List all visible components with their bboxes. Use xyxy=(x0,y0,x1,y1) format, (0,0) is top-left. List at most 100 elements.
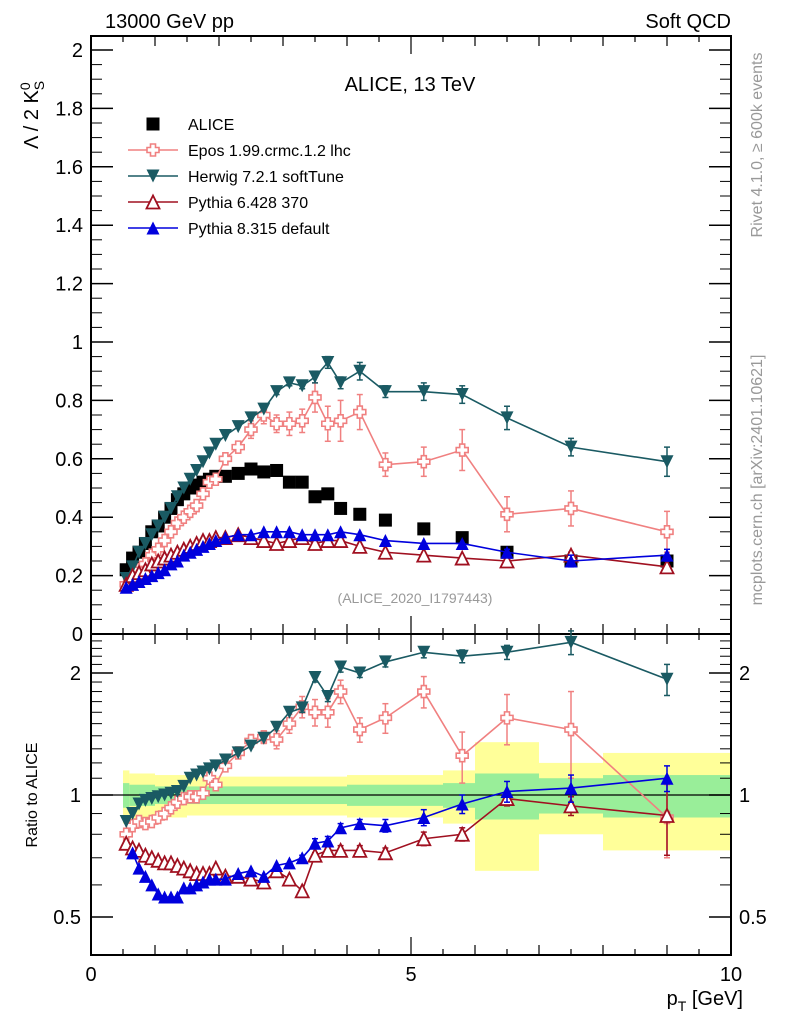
data-point xyxy=(145,528,159,542)
data-point xyxy=(158,510,172,524)
legend-item: Herwig 7.2.1 softTune xyxy=(128,169,344,186)
data-point xyxy=(334,501,348,515)
ratio-data-point xyxy=(281,870,298,887)
data-point xyxy=(282,416,297,431)
data-point xyxy=(500,545,514,559)
data-point xyxy=(151,519,165,533)
data-point xyxy=(282,475,296,489)
data-point xyxy=(334,376,348,390)
data-point xyxy=(257,525,271,539)
ratio-data-point xyxy=(145,878,159,892)
y-tick-label: 0 xyxy=(72,624,83,646)
data-point xyxy=(244,462,258,476)
data-point xyxy=(257,402,271,416)
ratio-y-axis-label: Ratio to ALICE xyxy=(24,743,41,848)
ratio-data-point xyxy=(564,781,578,795)
data-point xyxy=(282,525,296,539)
data-point xyxy=(269,416,284,431)
data-point xyxy=(132,545,146,559)
y-tick-label: 2 xyxy=(72,40,83,62)
ratio-data-point xyxy=(269,732,284,747)
data-point xyxy=(257,465,271,479)
data-point xyxy=(320,416,335,431)
ratio-data-point xyxy=(319,841,336,858)
y-tick-label: 1.8 xyxy=(55,98,83,120)
data-point xyxy=(183,472,197,486)
ratio-data-point xyxy=(351,841,368,858)
data-point xyxy=(244,422,258,437)
data-point xyxy=(270,463,284,477)
ratio-epos xyxy=(119,675,674,859)
data-point xyxy=(499,552,515,569)
ratio-data-point xyxy=(415,830,432,847)
ratio-data-point xyxy=(660,771,674,785)
data-point xyxy=(321,487,335,501)
ratio-data-point xyxy=(417,810,431,824)
data-point xyxy=(660,548,674,562)
y-tick-label: 1.6 xyxy=(55,157,83,179)
ratio-data-point xyxy=(177,779,191,793)
data-point xyxy=(308,390,322,405)
ratio-data-point xyxy=(126,846,140,860)
x-tick-label: 5 xyxy=(405,964,416,986)
ratio-data-point xyxy=(455,649,469,663)
data-point xyxy=(416,454,431,469)
data-point xyxy=(500,411,514,425)
data-point xyxy=(177,510,191,525)
ratio-data-point xyxy=(295,701,309,715)
ratio-data-point xyxy=(209,759,223,773)
data-point xyxy=(308,490,322,504)
data-point xyxy=(378,513,392,527)
ratio-data-point xyxy=(243,870,259,887)
ratio-data-point xyxy=(308,670,322,684)
legend-item: Pythia 8.315 default xyxy=(128,221,330,238)
data-point xyxy=(351,537,368,554)
main-title: ALICE, 13 TeV xyxy=(345,74,476,96)
legend-marker xyxy=(146,143,160,157)
ratio-data-point xyxy=(138,869,152,883)
data-point xyxy=(295,475,309,489)
ratio-data-point xyxy=(378,819,392,833)
x-tick-label: 10 xyxy=(720,964,742,986)
ratio-data-point xyxy=(244,864,258,878)
data-point xyxy=(268,534,285,551)
ratio-data-point xyxy=(244,739,258,753)
ratio-data-point xyxy=(282,856,296,870)
data-point xyxy=(564,440,578,454)
ratio-data-point xyxy=(417,645,431,659)
data-point xyxy=(378,457,393,472)
data-point xyxy=(158,563,172,577)
data-point xyxy=(321,355,335,369)
y-tick-label: 0.8 xyxy=(55,390,83,412)
data-point xyxy=(138,536,152,550)
data-point xyxy=(218,428,232,442)
data-point xyxy=(352,405,367,419)
ratio-data-point xyxy=(332,841,349,858)
main-panel: ALICE, 13 TeV (ALICE_2020_I1797443) 0 0.2… xyxy=(17,35,732,646)
series-pythia-8-315-default xyxy=(119,525,674,594)
ratio-data-point xyxy=(321,834,335,848)
ratio-data-point xyxy=(132,797,146,811)
ratio-data-point xyxy=(307,846,323,863)
x-axis-label: pT [GeV] xyxy=(667,988,743,1014)
ratio-data-point xyxy=(454,825,471,842)
ratio-data-point xyxy=(352,722,367,737)
ratio-data-point xyxy=(353,666,367,680)
ratio-data-point xyxy=(564,635,578,649)
data-point xyxy=(417,385,431,399)
data-point xyxy=(417,522,431,536)
data-point xyxy=(231,420,245,434)
ratio-data-point xyxy=(500,785,514,799)
legend-label: Pythia 6.428 370 xyxy=(188,195,308,212)
data-point xyxy=(183,504,197,519)
data-point xyxy=(231,466,245,480)
data-point xyxy=(209,472,223,487)
ratio-data-point xyxy=(218,753,232,767)
ratio-data-point xyxy=(455,748,470,763)
data-point xyxy=(353,507,367,521)
data-point xyxy=(164,524,178,539)
data-point xyxy=(281,532,298,548)
ratio-data-point xyxy=(334,660,348,674)
data-point xyxy=(244,528,258,542)
data-point xyxy=(295,528,309,542)
